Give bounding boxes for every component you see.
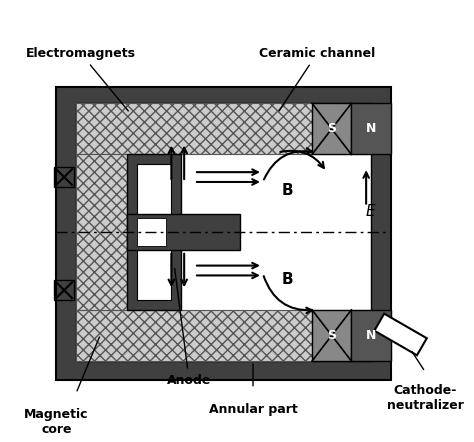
Bar [312, 103, 351, 154]
Text: Annular part: Annular part [209, 403, 297, 416]
Bar [312, 310, 351, 361]
Text: Cathode-
neutralizer: Cathode- neutralizer [387, 384, 464, 412]
Text: N: N [366, 329, 376, 342]
Bar [351, 310, 391, 361]
Bar [76, 103, 371, 154]
Bar [351, 103, 391, 154]
Bar [56, 87, 391, 380]
Text: S: S [327, 329, 336, 342]
Bar [76, 310, 371, 361]
Bar [76, 103, 371, 361]
Text: Electromagnets: Electromagnets [26, 47, 136, 111]
Bar [137, 164, 172, 300]
Text: S: S [327, 122, 336, 135]
Bar [374, 314, 427, 355]
Text: $\mathbf{B}$: $\mathbf{B}$ [281, 182, 294, 198]
Text: Magnetic
core: Magnetic core [24, 408, 89, 436]
Text: Ceramic channel: Ceramic channel [259, 47, 375, 111]
Bar [55, 280, 74, 300]
Text: Anode: Anode [167, 268, 211, 387]
Bar [127, 154, 181, 310]
Bar [127, 214, 240, 250]
Bar [55, 167, 74, 187]
Bar [76, 154, 127, 310]
Bar [137, 218, 166, 246]
Text: N: N [366, 122, 376, 135]
Text: $\mathit{E}$: $\mathit{E}$ [365, 203, 377, 220]
Text: $\mathbf{B}$: $\mathbf{B}$ [281, 271, 294, 287]
